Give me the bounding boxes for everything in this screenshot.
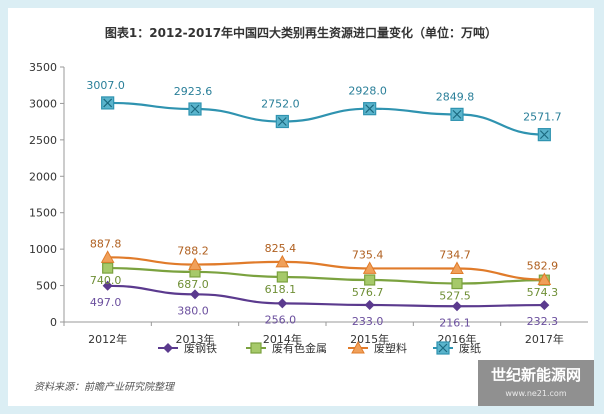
data-point [450,261,464,274]
y-tick-label: 3000 [29,97,57,110]
data-label: 576.7 [352,286,384,299]
y-tick-label: 1500 [29,207,57,220]
x-tick-label: 2017年 [525,332,564,346]
data-point-cross [103,98,113,108]
data-point-cross [539,130,549,140]
y-tick-label: 500 [36,280,57,293]
data-label: 380.0 [177,304,209,317]
chart-frame: 图表1：2012-2017年中国四大类别再生资源进口量变化（单位：万吨） 0 50… [8,8,594,406]
data-label: 2571.7 [523,111,562,124]
data-label: 256.0 [265,313,297,326]
data-label: 497.0 [90,296,122,309]
data-label: 825.4 [265,242,297,255]
data-point [451,277,463,290]
data-label: 582.9 [527,260,559,273]
data-point [537,272,552,286]
data-point [188,257,202,271]
data-point [452,301,462,312]
series-line-2 [107,256,545,281]
series-line-1 [107,266,545,285]
chart-title: 图表1：2012-2017年中国四大类别再生资源进口量变化（单位：万吨） [104,26,498,40]
legend-label: 废钢铁 [184,341,217,355]
legend-marker [250,342,262,354]
data-point-cross [452,109,462,119]
x-tick-label: 2014年 [263,332,302,346]
series-line-3 [107,101,545,136]
legend-label: 废纸 [459,341,481,355]
data-label: 3007.0 [86,79,125,92]
source-note: 资料来源：前瞻产业研究院整理 [34,382,174,393]
x-tick-label: 2012年 [88,332,127,346]
data-label: 232.3 [527,315,559,328]
data-label: 233.0 [352,315,384,328]
data-point [362,261,377,274]
y-tick-label: 3500 [29,61,57,74]
brand-watermark-url: www.ne21.com [505,389,567,398]
data-label: 618.1 [265,283,297,296]
series-line-0 [107,284,545,308]
data-point-cross [190,104,200,114]
data-point-cross [277,117,287,126]
data-label: 788.2 [177,245,209,258]
y-tick-label: 0 [50,316,57,329]
x-tick-label: 2015年 [350,332,389,346]
data-label: 2752.0 [261,97,300,110]
data-label: 735.4 [352,248,384,261]
data-label: 527.5 [439,290,471,303]
data-point [277,298,288,309]
x-tick-label: 2013年 [176,332,215,346]
data-label: 687.0 [177,278,209,291]
data-label: 734.7 [439,248,471,261]
data-label: 2928.0 [348,85,387,98]
y-tick-label: 1000 [29,243,57,256]
brand-watermark-main: 世纪新能源网 [490,366,581,384]
data-label: 740.0 [90,274,122,287]
data-point [539,300,550,311]
legend-marker [351,340,365,354]
legend-label: 废塑料 [374,341,407,355]
data-point [364,300,375,311]
data-point [364,274,376,286]
legend-marker [163,343,173,353]
data-label: 887.8 [90,237,122,250]
data-point [190,289,200,300]
data-point [276,271,288,283]
y-tick-label: 2000 [29,170,57,183]
brand-watermark: 世纪新能源网 www.ne21.com [478,360,594,406]
data-label: 574.3 [527,286,559,299]
data-point [100,250,115,263]
legend-label: 废有色金属 [272,341,327,355]
line-chart: 0 500 1000 1500 2000 2500 3000 3500 2012年 2013年 20… [29,61,588,355]
data-point [275,254,290,268]
data-label: 2849.8 [436,90,475,103]
data-point [102,262,114,274]
data-point [102,280,113,291]
legend-marker-cross [438,343,448,353]
data-label: 216.1 [439,316,471,329]
data-point-cross [365,104,375,114]
data-label: 2923.6 [174,85,213,98]
y-tick-label: 2500 [29,134,57,147]
